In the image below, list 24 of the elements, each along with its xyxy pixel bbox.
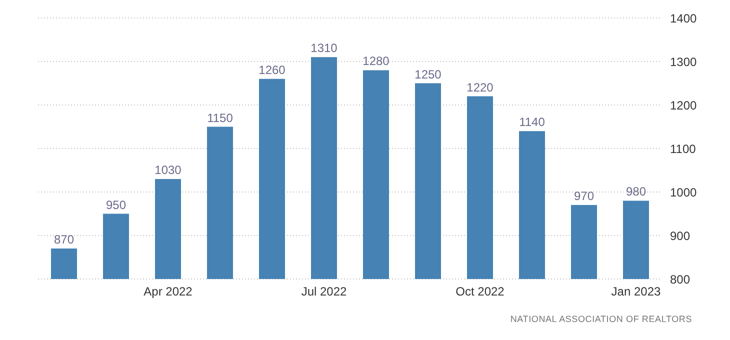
data-label: 950 [106, 198, 126, 212]
data-label: 980 [626, 184, 646, 199]
x-tick-label: Jul 2022 [301, 284, 348, 299]
data-label: 870 [54, 232, 74, 247]
y-tick-label: 1000 [670, 185, 698, 200]
data-label: 1150 [207, 110, 234, 125]
data-label: 1280 [362, 54, 390, 68]
data-label: 970 [574, 189, 594, 204]
y-tick-label: 900 [670, 228, 690, 243]
y-tick-label: 1400 [670, 11, 698, 26]
y-tick-label: 1200 [670, 98, 698, 112]
data-label: 1260 [258, 62, 286, 77]
y-tick-label: 1100 [670, 142, 696, 156]
x-tick-label: Oct 2022 [456, 284, 505, 299]
data-label: 1030 [154, 162, 182, 177]
x-tick-label: Jan 2023 [611, 284, 662, 299]
y-tick-label: 1300 [670, 54, 698, 69]
x-tick-label: Apr 2022 [144, 284, 193, 299]
text: NATIONAL ASSOCIATION OF REALTORS [510, 314, 692, 324]
data-label: 1140 [519, 115, 546, 130]
data-label: 1250 [414, 67, 442, 82]
data-label: 1220 [466, 80, 494, 94]
data-label: 1310 [310, 41, 338, 56]
y-tick-label: 800 [670, 272, 690, 286]
